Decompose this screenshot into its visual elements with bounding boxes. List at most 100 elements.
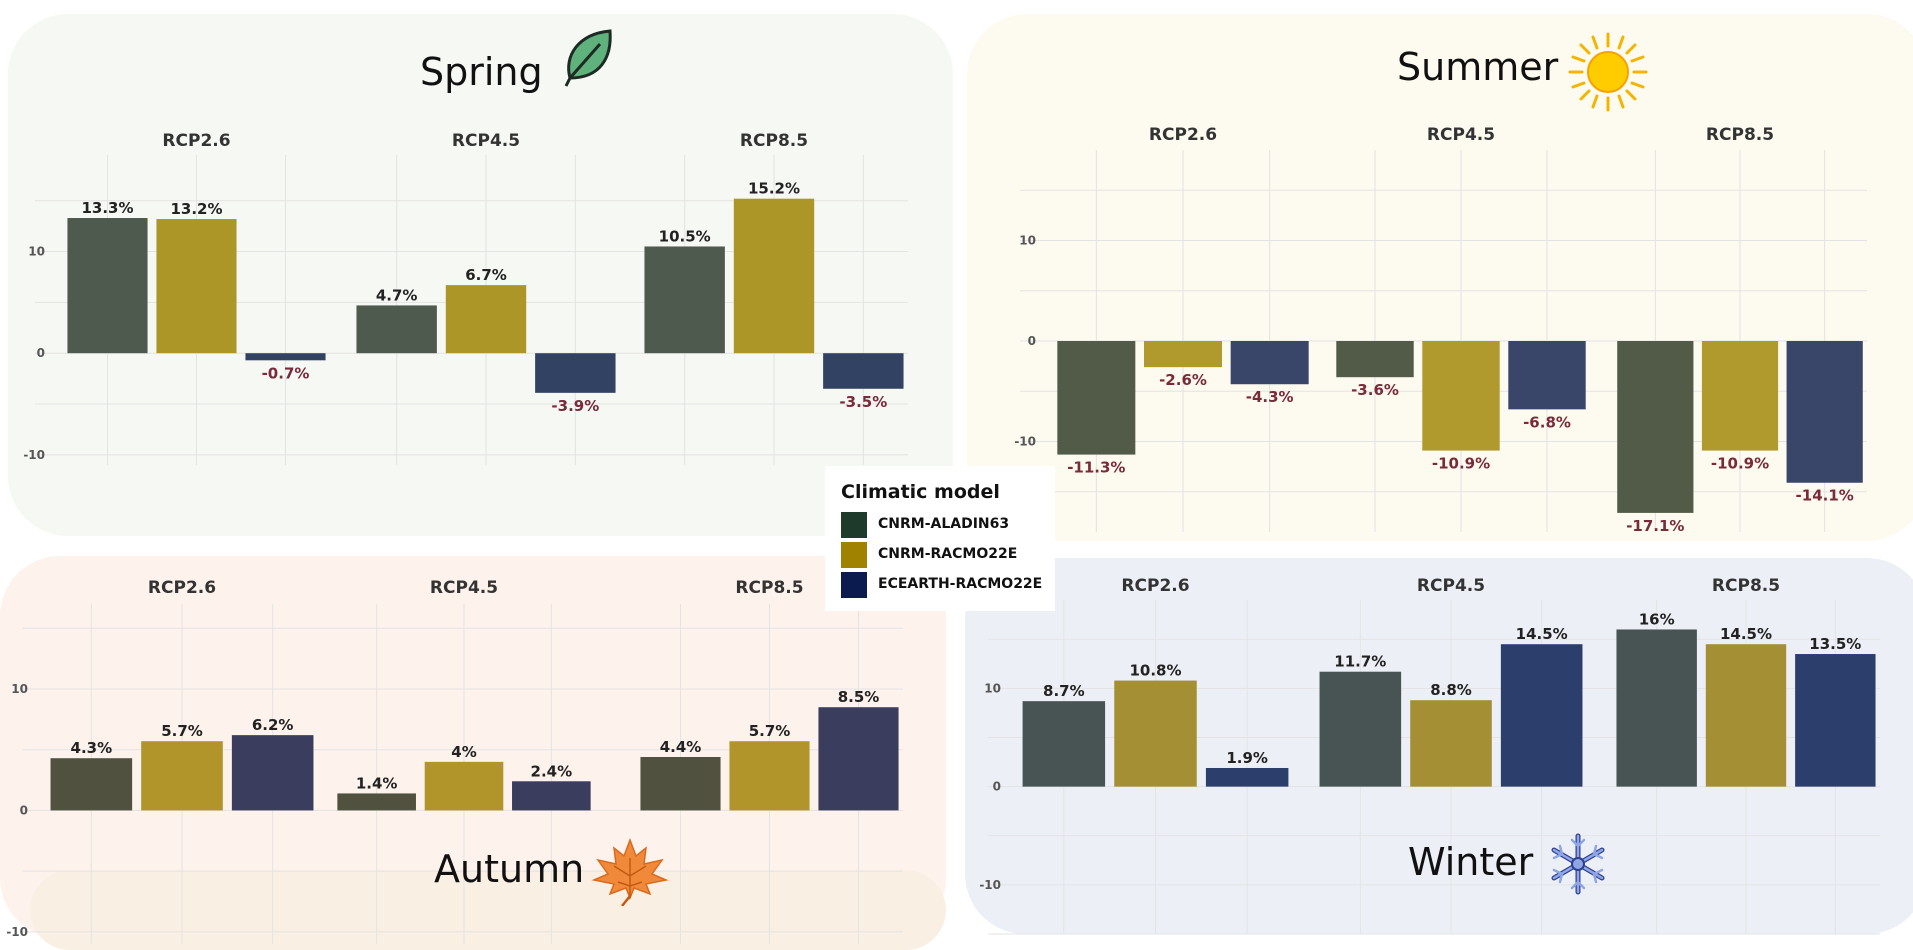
data-label: 13.5%: [1809, 635, 1861, 653]
bar: [535, 353, 616, 393]
y-tick-label: -10: [1014, 435, 1036, 449]
spring-title: Spring: [420, 50, 543, 94]
facet-title: RCP2.6: [1121, 576, 1189, 596]
data-label: 10.5%: [659, 227, 711, 245]
bar: [1500, 644, 1583, 787]
data-label: -3.6%: [1351, 381, 1399, 399]
bar: [337, 793, 416, 811]
bar: [1022, 701, 1106, 787]
data-label: 1.9%: [1226, 749, 1268, 767]
facet-title: RCP4.5: [1427, 125, 1495, 145]
bar: [245, 353, 326, 361]
legend-swatch: [841, 512, 867, 538]
bar: [424, 761, 504, 811]
bar: [1057, 341, 1136, 455]
y-tick-label: 10: [11, 682, 28, 696]
data-label: -6.8%: [1523, 413, 1571, 431]
data-label: 4.3%: [71, 739, 113, 757]
y-tick-label: 10: [28, 245, 45, 259]
winter-title: Winter: [1408, 840, 1534, 884]
summer-title: Summer: [1397, 45, 1559, 89]
y-tick-label: 0: [1028, 334, 1036, 348]
data-label: 6.7%: [465, 266, 507, 284]
data-label: 6.2%: [252, 716, 294, 734]
leaf-icon: [564, 29, 612, 87]
bar: [1701, 341, 1779, 451]
bar: [67, 218, 148, 354]
data-label: -3.5%: [839, 393, 887, 411]
bar: [823, 353, 904, 389]
bar: [729, 741, 810, 811]
data-label: 2.4%: [531, 762, 573, 780]
data-label: 8.5%: [838, 688, 880, 706]
bar: [445, 285, 527, 354]
data-label: -11.3%: [1067, 459, 1125, 477]
maple-leaf-icon: [591, 837, 669, 906]
bar: [231, 735, 314, 811]
bar: [50, 758, 133, 811]
legend-label: CNRM-ALADIN63: [878, 516, 1010, 532]
y-tick-label: 0: [20, 803, 28, 817]
y-tick-label: 0: [37, 346, 45, 360]
data-label: 11.7%: [1334, 653, 1386, 671]
data-label: -2.6%: [1159, 371, 1207, 389]
sun-icon: [1568, 32, 1648, 112]
facet-title: RCP4.5: [1417, 576, 1485, 596]
data-label: -17.1%: [1626, 517, 1684, 535]
bar: [1144, 341, 1222, 368]
data-label: -4.3%: [1246, 388, 1294, 406]
data-label: 5.7%: [161, 722, 203, 740]
data-label: 13.2%: [170, 200, 222, 218]
facet-title: RCP8.5: [735, 578, 803, 598]
bar: [1795, 654, 1876, 787]
legend-label: CNRM-RACMO22E: [878, 546, 1018, 562]
data-label: -10.9%: [1711, 455, 1769, 473]
y-tick-label: -10: [979, 878, 1001, 892]
bar: [644, 246, 725, 354]
bar: [1230, 341, 1309, 385]
facet-title: RCP4.5: [430, 578, 498, 598]
bar: [356, 305, 437, 354]
legend: Climatic model CNRM-ALADIN63 CNRM-RACMO2…: [825, 466, 1055, 611]
legend-title: Climatic model: [841, 481, 1000, 503]
facet-title: RCP8.5: [1706, 125, 1774, 145]
facet-title: RCP4.5: [452, 131, 520, 151]
data-label: 5.7%: [749, 722, 791, 740]
data-label: -10.9%: [1432, 455, 1490, 473]
bar: [1508, 341, 1586, 410]
snowflake-icon: [1551, 833, 1605, 895]
facet-title: RCP8.5: [1712, 576, 1780, 596]
bar: [733, 198, 815, 354]
legend-label: ECEARTH-RACMO22E: [878, 576, 1043, 592]
data-label: -14.1%: [1796, 487, 1854, 505]
bar: [640, 757, 721, 811]
data-label: 16%: [1639, 610, 1675, 628]
y-tick-label: -10: [23, 448, 45, 462]
bar: [1336, 341, 1414, 378]
bar: [1319, 671, 1402, 787]
data-label: 10.8%: [1129, 662, 1181, 680]
data-label: -3.9%: [551, 397, 599, 415]
facet-title: RCP8.5: [740, 131, 808, 151]
data-label: 8.8%: [1430, 681, 1472, 699]
bar: [1205, 767, 1289, 787]
data-label: 8.7%: [1043, 682, 1085, 700]
bar: [1114, 680, 1197, 787]
bar: [1786, 341, 1863, 483]
facet-title: RCP2.6: [162, 131, 230, 151]
y-tick-label: 10: [984, 681, 1001, 695]
facet-title: RCP2.6: [1149, 125, 1217, 145]
bar: [512, 781, 591, 811]
data-label: 4%: [451, 743, 476, 761]
bar: [141, 741, 223, 811]
data-label: 14.5%: [1516, 625, 1568, 643]
data-label: -0.7%: [262, 364, 310, 382]
bar: [1410, 700, 1492, 787]
bar: [1617, 341, 1694, 513]
autumn-title: Autumn: [434, 847, 585, 891]
legend-swatch: [841, 572, 867, 598]
bar: [1616, 629, 1697, 787]
